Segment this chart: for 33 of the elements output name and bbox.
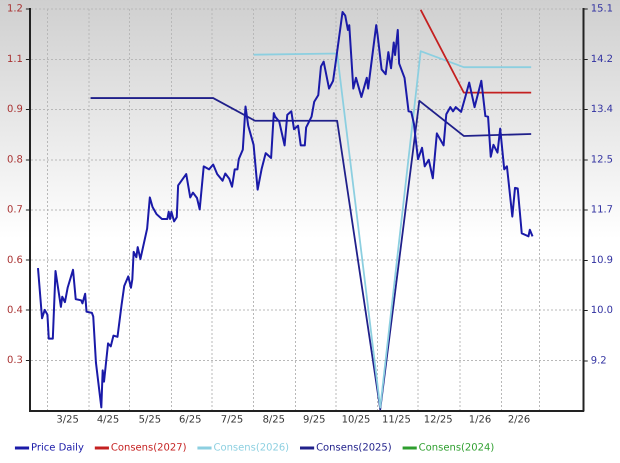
y2-tick-label: 13.4 <box>590 104 613 116</box>
x-tick-label: 3/25 <box>56 414 79 426</box>
x-tick-label: 6/25 <box>179 414 202 426</box>
y-tick-label: 0.9 <box>6 104 23 115</box>
x-tick-label: 7/25 <box>220 414 244 426</box>
x-tick-label: 1/26 <box>468 414 492 426</box>
y2-tick-label: 15.1 <box>590 4 613 15</box>
y-tick-label: 1.2 <box>6 4 23 15</box>
y2-tick-label: 9.2 <box>590 355 607 366</box>
y-tick-label: 0.3 <box>6 355 23 366</box>
x-tick-label: 11/25 <box>382 414 411 426</box>
y2-tick-label: 10.9 <box>590 254 613 266</box>
x-tick-label: 12/25 <box>424 414 453 426</box>
y-tick-label: 0.7 <box>6 204 23 216</box>
x-tick-label: 5/25 <box>138 414 162 426</box>
x-tick-label: 2/26 <box>508 414 530 426</box>
legend-label: Consens(2024) <box>418 442 494 454</box>
x-tick-label: 10/25 <box>342 414 370 426</box>
legend-label: Price Daily <box>31 442 84 454</box>
y-tick-label: 0.4 <box>6 304 23 316</box>
x-tick-label: 4/25 <box>96 414 120 426</box>
legend-label: Consens(2026) <box>213 442 290 454</box>
y2-tick-label: 14.2 <box>590 54 613 65</box>
x-tick-label: 8/25 <box>262 414 286 426</box>
legend-label: Consens(2027) <box>110 442 187 454</box>
x-tick-label: 9/25 <box>302 414 326 426</box>
y2-tick-label: 10.0 <box>590 305 613 316</box>
y2-tick-label: 12.5 <box>590 154 613 166</box>
legend-label: Consens(2025) <box>316 442 392 454</box>
y-tick-label: 1.1 <box>6 54 23 65</box>
y-tick-label: 0.6 <box>6 254 23 266</box>
y-tick-label: 0.8 <box>6 154 23 166</box>
y2-tick-label: 11.7 <box>590 204 613 216</box>
